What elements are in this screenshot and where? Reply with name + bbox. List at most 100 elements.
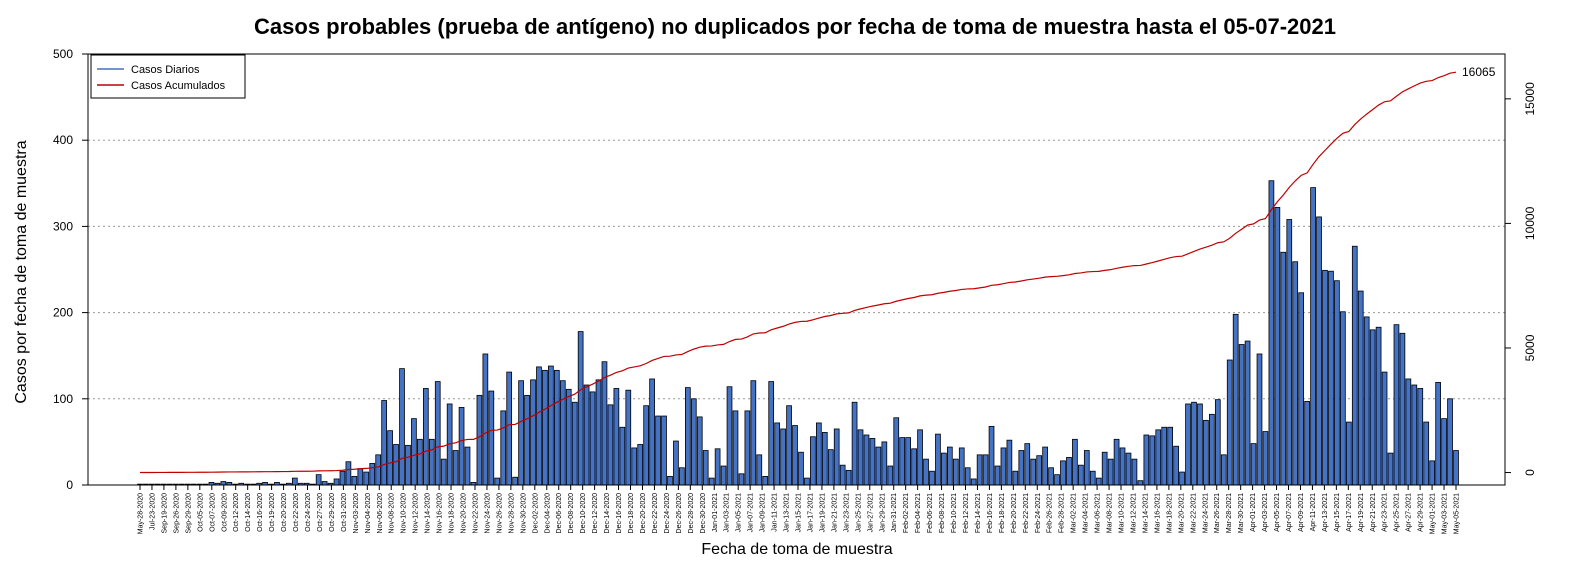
bar [393,444,399,486]
x-tick-label: Mar-26-2021 [1214,493,1221,533]
x-tick-label: Feb-06-2021 [927,493,934,533]
bar [613,388,620,486]
x-tick-label: Jan-15-2021 [796,493,803,532]
x-tick-label: Nov-10-2020 [401,493,408,534]
bar [1262,431,1269,486]
y-axis-label: Casos por fecha de toma de muestra [13,140,30,403]
bar [756,454,763,486]
x-tick-label: Dec-24-2020 [664,493,671,534]
bar [792,425,798,486]
bar [780,428,786,486]
x-tick-label: Feb-24-2021 [1035,493,1042,533]
bar [839,464,846,486]
bar [685,387,691,486]
bar [1411,384,1418,486]
bar [387,430,393,486]
x-tick-label: Mar-18-2021 [1166,493,1173,533]
bar [744,410,751,486]
x-tick-label: Apr-27-2021 [1406,493,1413,532]
bar [422,388,429,486]
bar [655,415,661,486]
x-tick-label: Dec-06-2020 [556,493,563,534]
x-tick-label: Dec-02-2020 [532,493,539,534]
x-tick-label: Apr-25-2021 [1394,493,1401,532]
bar [696,416,703,486]
bar [1232,313,1239,486]
bar [964,467,971,486]
x-tick-label: Feb-20-2021 [1011,493,1018,533]
bar [667,475,673,486]
x-tick-label: Jan-01-2021 [712,493,719,532]
x-tick-label: Dec-18-2020 [628,493,635,534]
x-tick-label: Oct-27-2020 [317,493,324,532]
bar [1244,340,1251,486]
x-tick-label: Apr-11-2021 [1310,493,1317,532]
bar [1316,216,1322,486]
bar [1179,471,1185,486]
x-tick-label: Apr-13-2021 [1322,493,1329,532]
bar [1250,443,1257,486]
x-tick-label: Jan-17-2021 [807,493,814,532]
x-tick-label: May-01-2021 [1430,493,1437,534]
x-tick-label: Oct-24-2020 [305,493,312,532]
bar [1369,329,1376,486]
x-tick-label: Mar-08-2021 [1107,493,1114,533]
y2-tick-label: 5000 [1523,334,1537,361]
bar [1054,474,1060,486]
bar [941,452,947,486]
x-tick-label: Oct-19-2020 [269,493,276,532]
bar [1280,251,1287,486]
bar [411,418,417,486]
bar [732,410,739,486]
x-tick-label: Feb-22-2021 [1023,493,1030,533]
bar [1381,371,1388,486]
bar [1030,458,1037,486]
bar [333,478,340,486]
bar [315,474,322,486]
bar [1173,445,1179,486]
bar [1322,269,1328,486]
bar [399,368,405,486]
bar [1048,467,1054,486]
y2-tick-label: 15000 [1523,82,1537,116]
bar [375,454,382,486]
legend-label-daily: Casos Diarios [131,64,200,76]
bar [339,470,346,486]
bar [1387,452,1394,486]
bar [1274,207,1281,486]
bar [1328,270,1334,486]
x-tick-label: Apr-29-2021 [1418,493,1425,532]
bar [1363,316,1370,486]
cumulative-line [139,71,1457,474]
x-tick-label: Mar-12-2021 [1130,493,1137,533]
bar [1214,399,1221,486]
x-tick-label: Jan-31-2021 [891,493,898,532]
bar [952,458,959,486]
bar [1238,344,1245,486]
x-tick-label: Nov-08-2020 [389,493,396,534]
bar [1298,292,1305,486]
y-axis: 0 100 200 300 400 500 [53,47,89,492]
x-tick-label: Feb-08-2021 [939,493,946,533]
x-tick-label: Jan-25-2021 [855,493,862,532]
x-tick-label: Jan-11-2021 [772,493,779,532]
x-tick-label: Jan-05-2021 [736,493,743,532]
bar [923,458,929,486]
bar [321,481,328,486]
bar [708,477,715,486]
x-tick-label: Mar-28-2021 [1226,493,1233,533]
bar [1107,458,1114,486]
bar [679,467,685,486]
x-tick-label: Nov-28-2020 [508,493,515,534]
bar [1155,429,1162,486]
bar [434,381,441,486]
bar [625,389,632,486]
bar [494,477,501,486]
bar [583,384,590,486]
x-tick-label: Dec-16-2020 [616,493,623,534]
x-tick-label: Nov-20-2020 [461,493,468,534]
bar [464,446,471,486]
x-tick-label: Jan-09-2021 [760,493,767,532]
bar [726,386,733,486]
x-tick-label: Feb-14-2021 [975,493,982,533]
